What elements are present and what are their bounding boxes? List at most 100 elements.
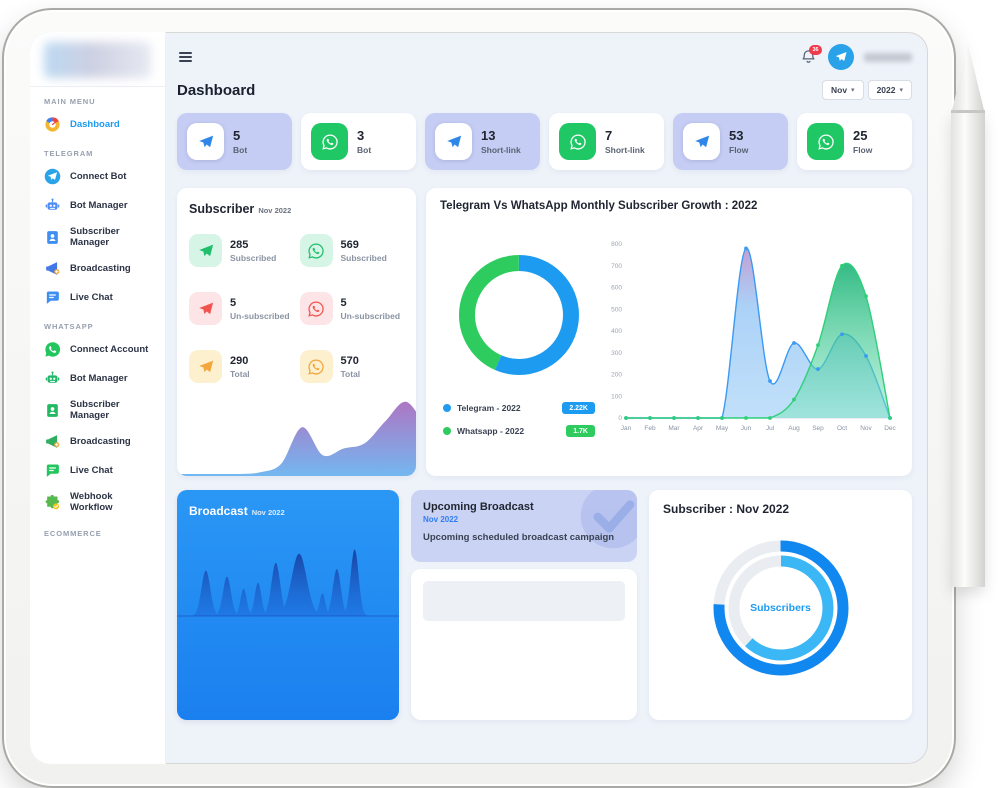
stat-label: Total — [230, 368, 250, 379]
whatsapp-icon — [299, 292, 333, 325]
list-item-placeholder — [423, 581, 625, 621]
stat-value: 7 — [605, 128, 613, 144]
sidebar-section-label: MAIN MENU — [44, 97, 96, 106]
upcoming-broadcast-list — [411, 569, 637, 720]
svg-text:400: 400 — [611, 328, 622, 335]
broadcast-activity-chart — [177, 549, 399, 617]
legend-item: Telegram - 2022 2.22K — [443, 402, 595, 414]
svg-text:Nov: Nov — [860, 425, 872, 432]
sidebar-item-subscriber-manager[interactable]: Subscriber Manager — [42, 220, 153, 254]
platform-share-donut-chart — [459, 255, 579, 375]
sidebar-section-label: WHATSAPP — [44, 322, 94, 331]
sidebar-item-live-chat[interactable]: Live Chat — [42, 456, 153, 485]
stat-label: Flow — [729, 144, 749, 155]
telegram-plane-icon — [187, 123, 224, 160]
sidebar-item-label: Bot Manager — [70, 373, 128, 384]
sidebar-item-live-chat[interactable]: Live Chat — [42, 283, 153, 312]
stat-value: 3 — [357, 128, 365, 144]
sidebar-section: TELEGRAM Connect Bot Bot Manager Subscriber… — [30, 149, 165, 312]
svg-text:100: 100 — [611, 393, 622, 400]
sidebar-item-connect-bot[interactable]: Connect Bot — [42, 162, 153, 191]
svg-text:Oct: Oct — [837, 425, 847, 432]
legend-dot-icon — [443, 427, 451, 435]
svg-text:Apr: Apr — [693, 425, 704, 432]
user-name-blurred — [864, 52, 912, 62]
sidebar-item-label: Broadcasting — [70, 436, 131, 447]
stat-label: Short-link — [481, 144, 521, 155]
robot-icon — [44, 370, 61, 387]
stat-label: Short-link — [605, 144, 645, 155]
subscriber-stat-whatsapp-subscribed: 569 Subscribed — [299, 234, 405, 267]
stat-label: Un-subscribed — [340, 310, 401, 321]
hamburger-menu-icon[interactable] — [177, 50, 194, 64]
telegram-icon — [44, 168, 61, 185]
svg-text:300: 300 — [611, 350, 622, 357]
stat-label: Subscribed — [230, 252, 277, 263]
whatsapp-icon — [311, 123, 348, 160]
svg-text:Sep: Sep — [812, 425, 824, 432]
stat-value: 569 — [340, 239, 359, 252]
sidebar-item-webhook-workflow[interactable]: Webhook Workflow — [42, 485, 153, 519]
subscriber-stat-whatsapp-total: 570 Total — [299, 350, 405, 383]
month-filter-value: Nov — [830, 85, 848, 95]
svg-text:800: 800 — [611, 241, 622, 248]
broadcast-card: Broadcast Nov 2022 — [177, 490, 399, 720]
sidebar-item-label: Connect Bot — [70, 171, 127, 182]
sidebar-section-label: ECOMMERCE — [44, 529, 102, 538]
megaphone-icon — [44, 260, 61, 277]
month-filter-dropdown[interactable]: Nov ▾ — [821, 80, 864, 100]
dashboard-icon — [44, 116, 61, 133]
telegram-account-avatar[interactable] — [828, 44, 854, 70]
stat-label: Total — [340, 368, 361, 379]
page-title: Dashboard — [177, 81, 256, 99]
upcoming-broadcast-period: Nov 2022 — [423, 515, 459, 524]
notification-count-badge: 36 — [809, 45, 822, 55]
sidebar-item-broadcasting[interactable]: Broadcasting — [42, 427, 153, 456]
legend-label: Telegram - 2022 — [457, 403, 521, 413]
sidebar-section: ECOMMERCE — [30, 529, 165, 538]
topbar: 36 — [177, 44, 912, 70]
sidebar-item-label: Dashboard — [70, 119, 120, 130]
sidebar-item-bot-manager[interactable]: Bot Manager — [42, 191, 153, 220]
svg-text:Aug: Aug — [788, 425, 800, 432]
subscriber-card-title: Subscriber — [189, 202, 255, 216]
stat-value: 53 — [729, 128, 744, 144]
sidebar-item-connect-account[interactable]: Connect Account — [42, 335, 153, 364]
tablet-device-frame: MAIN MENU Dashboard TELEGRAM Connect Bot Bot… — [2, 8, 956, 788]
stat-value: 570 — [340, 355, 359, 368]
sidebar-section: MAIN MENU Dashboard — [30, 97, 165, 139]
svg-text:Jul: Jul — [766, 425, 775, 432]
year-filter-value: 2022 — [876, 85, 896, 95]
sidebar-item-dashboard[interactable]: Dashboard — [42, 110, 153, 139]
sidebar-item-bot-manager[interactable]: Bot Manager — [42, 364, 153, 393]
stat-card-telegram-bot: 5 Bot — [177, 113, 292, 170]
stat-card-whatsapp-flow: 25 Flow — [797, 113, 912, 170]
svg-text:200: 200 — [611, 372, 622, 379]
notification-bell-icon[interactable]: 36 — [800, 45, 822, 66]
growth-chart-card: Telegram Vs WhatsApp Monthly Subscriber … — [426, 188, 912, 476]
sidebar-item-label: Webhook Workflow — [70, 491, 113, 513]
radial-center-label: Subscribers — [750, 602, 811, 614]
robot-icon — [44, 197, 61, 214]
year-filter-dropdown[interactable]: 2022 ▾ — [867, 80, 912, 100]
app-screen: MAIN MENU Dashboard TELEGRAM Connect Bot Bot… — [30, 32, 928, 764]
whatsapp-icon — [807, 123, 844, 160]
subscriber-radial-card: Subscriber : Nov 2022 Subscribers — [649, 490, 912, 720]
upcoming-broadcast-card: Upcoming Broadcast Nov 2022 Upcoming sch… — [411, 490, 637, 562]
sidebar-item-subscriber-manager[interactable]: Subscriber Manager — [42, 393, 153, 427]
puzzle-icon — [44, 494, 61, 511]
radial-card-title: Subscriber : Nov 2022 — [663, 502, 790, 516]
check-circle-icon — [580, 490, 637, 549]
sidebar-item-label: Subscriber Manager — [70, 399, 120, 421]
sidebar-item-label: Live Chat — [70, 292, 113, 303]
contacts-icon — [44, 402, 61, 419]
stylus-pencil — [951, 44, 985, 587]
stat-card-whatsapp-bot: 3 Bot — [301, 113, 416, 170]
main-content: 36 Dashboard Nov ▾ 2022 ▾ — [165, 32, 928, 764]
stat-value: 5 — [233, 128, 241, 144]
whatsapp-icon — [299, 350, 333, 383]
legend-value-badge: 2.22K — [562, 402, 595, 414]
subscriber-stat-whatsapp-un-subscribed: 5 Un-subscribed — [299, 292, 405, 325]
sidebar-section: WHATSAPP Connect Account Bot Manager Subscr… — [30, 322, 165, 519]
sidebar-item-broadcasting[interactable]: Broadcasting — [42, 254, 153, 283]
